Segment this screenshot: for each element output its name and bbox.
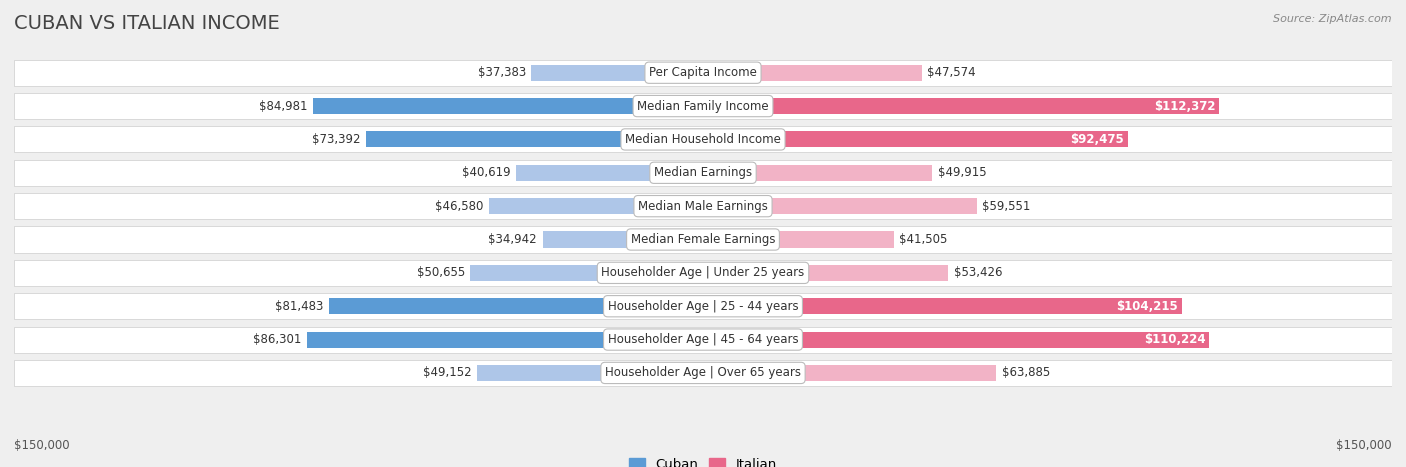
Bar	[703, 165, 932, 181]
Text: Per Capita Income: Per Capita Income	[650, 66, 756, 79]
Text: $49,915: $49,915	[938, 166, 987, 179]
Text: $59,551: $59,551	[981, 200, 1031, 212]
Text: $81,483: $81,483	[274, 300, 323, 313]
Bar	[14, 93, 1392, 119]
Bar	[703, 332, 1209, 347]
Text: Householder Age | 25 - 44 years: Householder Age | 25 - 44 years	[607, 300, 799, 313]
Bar	[703, 98, 1219, 114]
Bar	[477, 365, 703, 381]
Bar	[14, 260, 1392, 286]
Bar	[366, 131, 703, 148]
Bar	[14, 193, 1392, 219]
Text: $86,301: $86,301	[253, 333, 301, 346]
Bar	[489, 198, 703, 214]
Text: $92,475: $92,475	[1070, 133, 1125, 146]
Bar	[703, 232, 894, 248]
Text: $34,942: $34,942	[488, 233, 537, 246]
Bar	[703, 131, 1128, 148]
Text: $37,383: $37,383	[478, 66, 526, 79]
Text: $53,426: $53,426	[953, 266, 1002, 279]
Bar	[329, 298, 703, 314]
Bar	[703, 265, 949, 281]
Text: $46,580: $46,580	[436, 200, 484, 212]
Text: $47,574: $47,574	[927, 66, 976, 79]
Bar	[14, 293, 1392, 319]
Text: Householder Age | Under 25 years: Householder Age | Under 25 years	[602, 266, 804, 279]
Bar	[312, 98, 703, 114]
Legend: Cuban, Italian: Cuban, Italian	[624, 453, 782, 467]
Bar	[471, 265, 703, 281]
Text: $150,000: $150,000	[14, 439, 70, 452]
Bar	[307, 332, 703, 347]
Bar	[14, 360, 1392, 386]
Text: $110,224: $110,224	[1144, 333, 1206, 346]
Text: Median Family Income: Median Family Income	[637, 99, 769, 113]
Bar	[516, 165, 703, 181]
Text: Median Male Earnings: Median Male Earnings	[638, 200, 768, 212]
Text: Source: ZipAtlas.com: Source: ZipAtlas.com	[1274, 14, 1392, 24]
Text: Median Household Income: Median Household Income	[626, 133, 780, 146]
Text: $49,152: $49,152	[423, 367, 472, 379]
Text: $84,981: $84,981	[259, 99, 307, 113]
Bar	[531, 64, 703, 81]
Text: Median Female Earnings: Median Female Earnings	[631, 233, 775, 246]
Text: $73,392: $73,392	[312, 133, 360, 146]
Text: $150,000: $150,000	[1336, 439, 1392, 452]
Bar	[14, 160, 1392, 186]
Bar	[703, 64, 921, 81]
Bar	[14, 226, 1392, 253]
Text: $112,372: $112,372	[1154, 99, 1216, 113]
Bar	[14, 60, 1392, 86]
Bar	[543, 232, 703, 248]
Text: $50,655: $50,655	[416, 266, 465, 279]
Text: CUBAN VS ITALIAN INCOME: CUBAN VS ITALIAN INCOME	[14, 14, 280, 33]
Bar	[703, 365, 997, 381]
Bar	[14, 127, 1392, 152]
Bar	[703, 198, 977, 214]
Text: Median Earnings: Median Earnings	[654, 166, 752, 179]
Text: $63,885: $63,885	[1002, 367, 1050, 379]
Bar	[14, 326, 1392, 353]
Text: Householder Age | 45 - 64 years: Householder Age | 45 - 64 years	[607, 333, 799, 346]
Text: $40,619: $40,619	[463, 166, 510, 179]
Text: $104,215: $104,215	[1116, 300, 1178, 313]
Bar	[703, 298, 1181, 314]
Text: Householder Age | Over 65 years: Householder Age | Over 65 years	[605, 367, 801, 379]
Text: $41,505: $41,505	[900, 233, 948, 246]
